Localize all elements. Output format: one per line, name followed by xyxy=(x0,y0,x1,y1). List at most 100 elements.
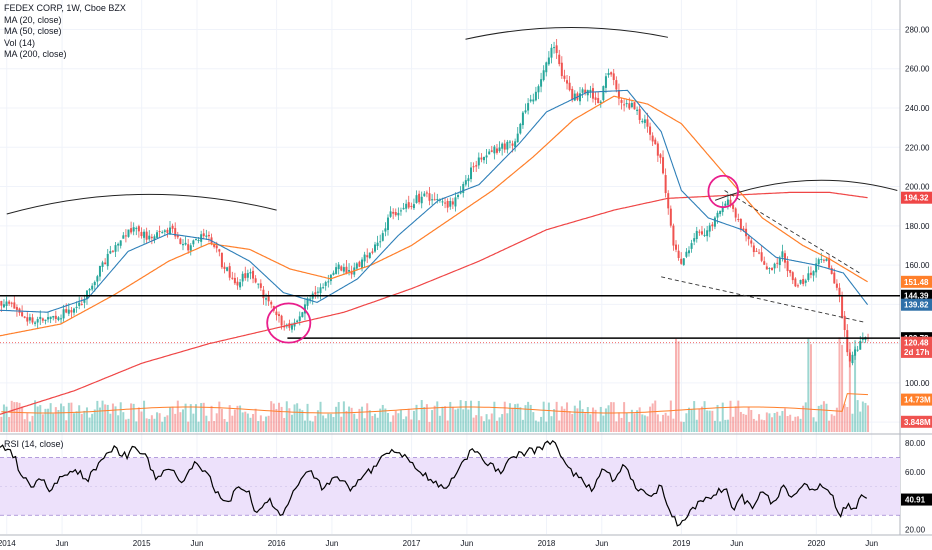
volume-bar xyxy=(80,413,83,432)
candle-body xyxy=(337,264,340,270)
candle-body xyxy=(322,287,325,289)
volume-bar xyxy=(472,417,475,432)
legend-ma200[interactable]: MA (200, close) xyxy=(4,49,67,59)
volume-bar xyxy=(643,415,646,432)
volume-bar xyxy=(547,402,550,432)
volume-bar xyxy=(194,404,197,432)
candle-body xyxy=(254,278,257,283)
candle-body xyxy=(467,178,470,182)
volume-bar xyxy=(163,416,166,432)
candle-body xyxy=(651,135,654,142)
price-label-box xyxy=(901,415,932,428)
candle-body xyxy=(721,206,724,213)
legend-vol[interactable]: Vol (14) xyxy=(4,37,36,48)
legend-title[interactable]: FEDEX CORP, 1W, Cboe BZX xyxy=(4,3,126,13)
volume-bar xyxy=(726,419,729,432)
volume-bar xyxy=(423,406,426,432)
axes: 80.00100.00120.00140.00160.00180.00200.0… xyxy=(0,25,932,548)
candle-body xyxy=(127,229,130,237)
candle-body xyxy=(28,317,31,321)
rsi-value-box xyxy=(901,493,932,506)
volume-bar xyxy=(88,417,91,432)
volume-bar xyxy=(5,406,8,432)
candle-body xyxy=(161,232,164,234)
volume-bar xyxy=(213,421,216,432)
volume-bar xyxy=(384,408,387,432)
candle-body xyxy=(534,91,537,101)
candle-body xyxy=(524,110,527,113)
volume-bar xyxy=(262,421,265,432)
legend-ma50[interactable]: MA (50, close) xyxy=(4,26,62,36)
chart-drawings xyxy=(0,26,900,344)
trendline xyxy=(724,190,860,274)
volume-bar xyxy=(851,413,854,432)
candle-body xyxy=(197,239,200,241)
candle-body xyxy=(205,235,208,237)
volume-bar xyxy=(233,409,236,432)
time-tick-label: 2017 xyxy=(403,539,421,548)
volume-bar xyxy=(418,420,421,432)
candle-body xyxy=(553,47,556,49)
volume-bar xyxy=(137,407,140,432)
time-tick-label: Jun xyxy=(730,539,743,548)
price-label-box xyxy=(901,345,932,358)
rsi-legend[interactable]: RSI (14, close) xyxy=(4,439,64,449)
candle-body xyxy=(861,338,864,340)
volume-bar xyxy=(789,414,792,432)
volume-bar xyxy=(2,404,5,432)
candle-body xyxy=(67,309,70,314)
volume-bar xyxy=(776,411,779,432)
candle-body xyxy=(70,310,73,313)
candle-body xyxy=(130,228,133,233)
volume-bar xyxy=(856,400,859,432)
volume-bar xyxy=(542,401,545,432)
candle-body xyxy=(708,225,711,232)
candle-body xyxy=(96,276,99,282)
volume-bar xyxy=(778,415,781,432)
candle-body xyxy=(799,279,802,284)
volume-bar xyxy=(506,413,509,432)
candle-body xyxy=(451,201,454,205)
candle-body xyxy=(508,141,511,143)
candle-body xyxy=(480,157,483,160)
candle-body xyxy=(49,316,52,319)
volume-bar xyxy=(93,409,96,432)
volume-bar xyxy=(140,411,143,432)
volume-bar xyxy=(620,417,623,432)
volume-bar xyxy=(571,413,574,432)
price-label-text: 194.32 xyxy=(904,194,929,203)
candle-body xyxy=(843,315,846,331)
candle-body xyxy=(85,290,88,300)
candle-body xyxy=(259,283,262,288)
volume-bar xyxy=(540,416,543,432)
volume-bar xyxy=(67,402,70,432)
volume-bar xyxy=(0,416,3,432)
candle-body xyxy=(228,266,231,278)
candle-body xyxy=(776,262,779,264)
candle-body xyxy=(812,271,815,276)
candle-body xyxy=(848,352,851,362)
legend-ma20[interactable]: MA (20, close) xyxy=(4,14,62,25)
volume-bar xyxy=(628,421,631,432)
volume-bar xyxy=(545,421,548,432)
candle-body xyxy=(316,291,319,293)
volume-bar xyxy=(415,404,418,432)
price-tick-label: 240.00 xyxy=(905,104,930,113)
volume-bar xyxy=(835,407,838,432)
candle-body xyxy=(34,322,37,324)
candle-body xyxy=(726,199,729,205)
candle-body xyxy=(402,207,405,210)
price-tick-label: 200.00 xyxy=(905,183,930,192)
volume-bar xyxy=(830,414,833,432)
volume-bar xyxy=(838,337,841,432)
volume-bar xyxy=(122,412,125,432)
volume-bar xyxy=(682,421,685,432)
candle-body xyxy=(174,228,177,237)
candle-body xyxy=(649,126,652,135)
volume-bar xyxy=(495,420,498,432)
volume-bar xyxy=(306,403,309,432)
candle-body xyxy=(392,211,395,214)
price-label-box xyxy=(901,275,932,288)
candle-body xyxy=(519,123,522,134)
candle-body xyxy=(405,203,408,209)
